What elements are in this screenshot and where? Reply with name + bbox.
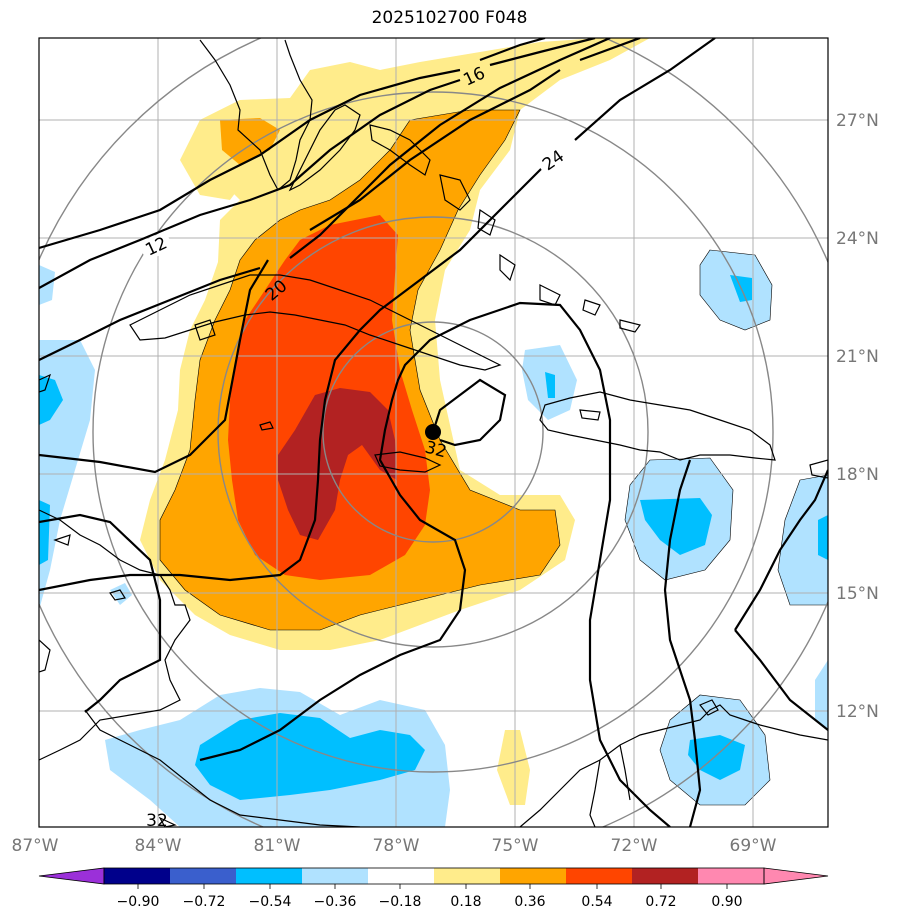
latitude-labels: 27°N 24°N 21°N 18°N 15°N 12°N	[836, 111, 879, 722]
colorbar-bin-10	[698, 868, 764, 884]
lat-label-18n: 18°N	[836, 465, 879, 485]
colorbar-bin-3	[236, 868, 302, 884]
colorbar-bin-9	[632, 868, 698, 884]
map-frame	[38, 37, 829, 828]
lat-label-24n: 24°N	[836, 229, 879, 249]
colorbar-tick-7: 0.36	[514, 894, 545, 910]
range-rings	[39, 38, 828, 827]
shading-blue	[39, 275, 828, 800]
colorbar-tick-4: −0.36	[314, 894, 357, 910]
colorbar-tick-3: −0.54	[249, 894, 292, 910]
lon-label-69w: 69°W	[730, 836, 777, 856]
longitude-labels: 87°W 84°W 81°W 78°W 75°W 72°W 69°W	[12, 836, 777, 856]
contour-label-32-south: 32	[146, 811, 168, 831]
colorbar-tick-9: 0.72	[645, 894, 676, 910]
lat-label-12n: 12°N	[836, 702, 879, 722]
lon-label-84w: 84°W	[135, 836, 182, 856]
colorbar-tick-8: 0.54	[581, 894, 612, 910]
black-contours	[39, 38, 828, 827]
colorbar-bin-5	[368, 868, 434, 884]
colorbar-bin-1	[104, 868, 170, 884]
colorbar-tick-10: 0.90	[711, 894, 742, 910]
lat-label-21n: 21°N	[836, 347, 879, 367]
lon-label-75w: 75°W	[492, 836, 539, 856]
lon-label-78w: 78°W	[373, 836, 420, 856]
lat-label-15n: 15°N	[836, 584, 879, 604]
lon-label-87w: 87°W	[12, 836, 59, 856]
colorbar-bin-8	[566, 868, 632, 884]
shading-dark-red	[278, 388, 397, 540]
colorbar-bin-6	[434, 868, 500, 884]
map-area: 12 16 20 24 32 32	[39, 38, 828, 831]
colorbar-bin-2	[170, 868, 236, 884]
colorbar-bin-4	[302, 868, 368, 884]
lat-label-27n: 27°N	[836, 111, 879, 131]
colorbar-bin-7	[500, 868, 566, 884]
colorbar-tick-5: −0.18	[379, 894, 422, 910]
lon-label-81w: 81°W	[254, 836, 301, 856]
lon-label-72w: 72°W	[611, 836, 658, 856]
colorbar-extend-low	[38, 867, 105, 885]
colorbar-tick-1: −0.90	[117, 894, 160, 910]
colorbar: −0.90 −0.72 −0.54 −0.36 −0.18 0.18 0.36 …	[38, 867, 829, 910]
storm-center-marker	[425, 424, 441, 440]
map-title: 2025102700 F048	[371, 8, 528, 28]
colorbar-tick-6: 0.18	[450, 894, 481, 910]
colorbar-extend-high	[763, 867, 829, 885]
colorbar-tick-2: −0.72	[183, 894, 226, 910]
